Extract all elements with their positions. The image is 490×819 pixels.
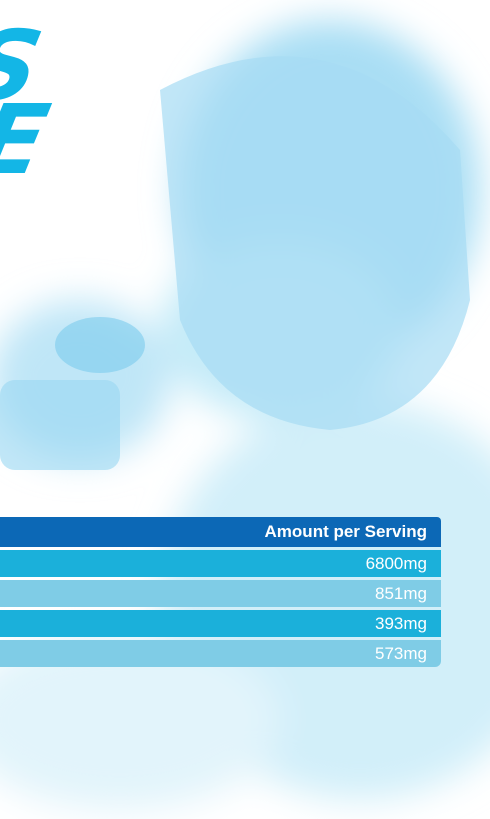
- table-header: Amount per Serving: [0, 517, 441, 547]
- table-cell: 6800mg: [0, 550, 441, 577]
- table-cell: 851mg: [0, 580, 441, 607]
- shaker-lid: [55, 317, 145, 373]
- table-cell: 573mg: [0, 640, 441, 667]
- background-photo: [0, 0, 490, 819]
- shaker: [0, 380, 120, 470]
- page: S E Amount per Serving 6800mg 851mg 393m…: [0, 0, 490, 819]
- table-cell: 393mg: [0, 610, 441, 637]
- nutrition-table: Amount per Serving 6800mg 851mg 393mg 57…: [0, 517, 441, 670]
